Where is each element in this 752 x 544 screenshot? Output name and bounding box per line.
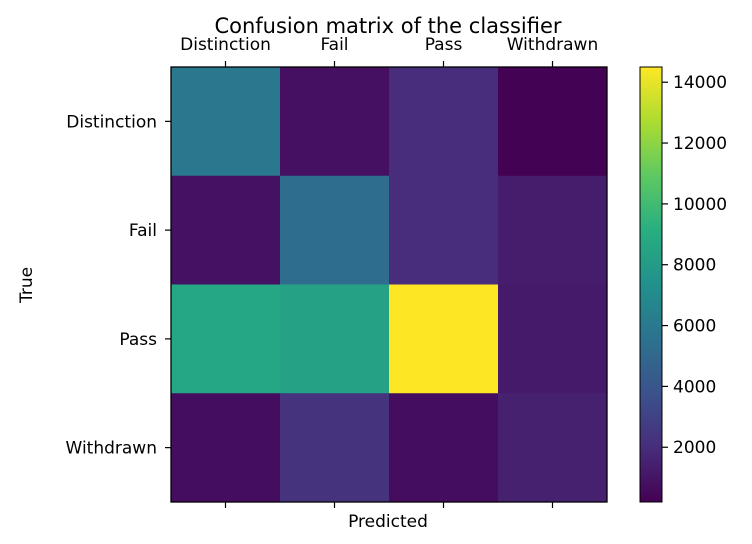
colorbar-tick-label: 14000 (673, 73, 727, 93)
chart-title: Confusion matrix of the classifier (214, 14, 561, 38)
heatmap-cell-0-3 (498, 67, 608, 177)
x-tick-label: Distinction (180, 35, 271, 55)
y-tick-label: Pass (119, 330, 157, 350)
heatmap-cell-1-1 (280, 175, 390, 285)
colorbar-tick-label: 6000 (673, 317, 716, 337)
y-tick-labels: Distinction Fail Pass Withdrawn (66, 112, 171, 459)
heatmap-cell-0-1 (280, 67, 390, 177)
heatmap-cell-0-2 (389, 67, 499, 177)
heatmap-cell-0-0 (171, 67, 281, 177)
heatmap-cell-1-3 (498, 175, 608, 285)
heatmap-cells (171, 67, 608, 503)
x-tick-label: Withdrawn (507, 35, 598, 55)
colorbar-tick-label: 8000 (673, 256, 716, 276)
y-tick-label: Withdrawn (66, 439, 157, 459)
colorbar-tick-label: 10000 (673, 195, 727, 215)
heatmap-cell-2-3 (498, 284, 608, 394)
heatmap-cell-3-2 (389, 393, 499, 503)
heatmap-cell-2-1 (280, 284, 390, 394)
heatmap-cell-3-1 (280, 393, 390, 503)
x-tick-label: Fail (320, 35, 348, 55)
colorbar (639, 66, 663, 503)
x-tick-labels: Distinction Fail Pass Withdrawn (180, 35, 598, 508)
x-tick-label: Pass (425, 35, 463, 55)
colorbar-ticks: 2000 4000 6000 8000 10000 12000 14000 (662, 73, 727, 458)
heatmap-cell-1-2 (389, 175, 499, 285)
heatmap-cell-2-2 (389, 284, 499, 394)
colorbar-tick-label: 4000 (673, 377, 716, 397)
heatmap-cell-3-3 (498, 393, 608, 503)
y-axis-label: True (17, 267, 37, 304)
heatmap-cell-3-0 (171, 393, 281, 503)
y-tick-label: Distinction (66, 112, 157, 132)
x-axis-label: Predicted (348, 512, 428, 532)
heatmap-cell-2-0 (171, 284, 281, 394)
colorbar-tick-label: 2000 (673, 438, 716, 458)
heatmap-cell-1-0 (171, 175, 281, 285)
plot-frame (170, 66, 608, 503)
y-tick-label: Fail (129, 221, 157, 241)
colorbar-tick-label: 12000 (673, 134, 727, 154)
